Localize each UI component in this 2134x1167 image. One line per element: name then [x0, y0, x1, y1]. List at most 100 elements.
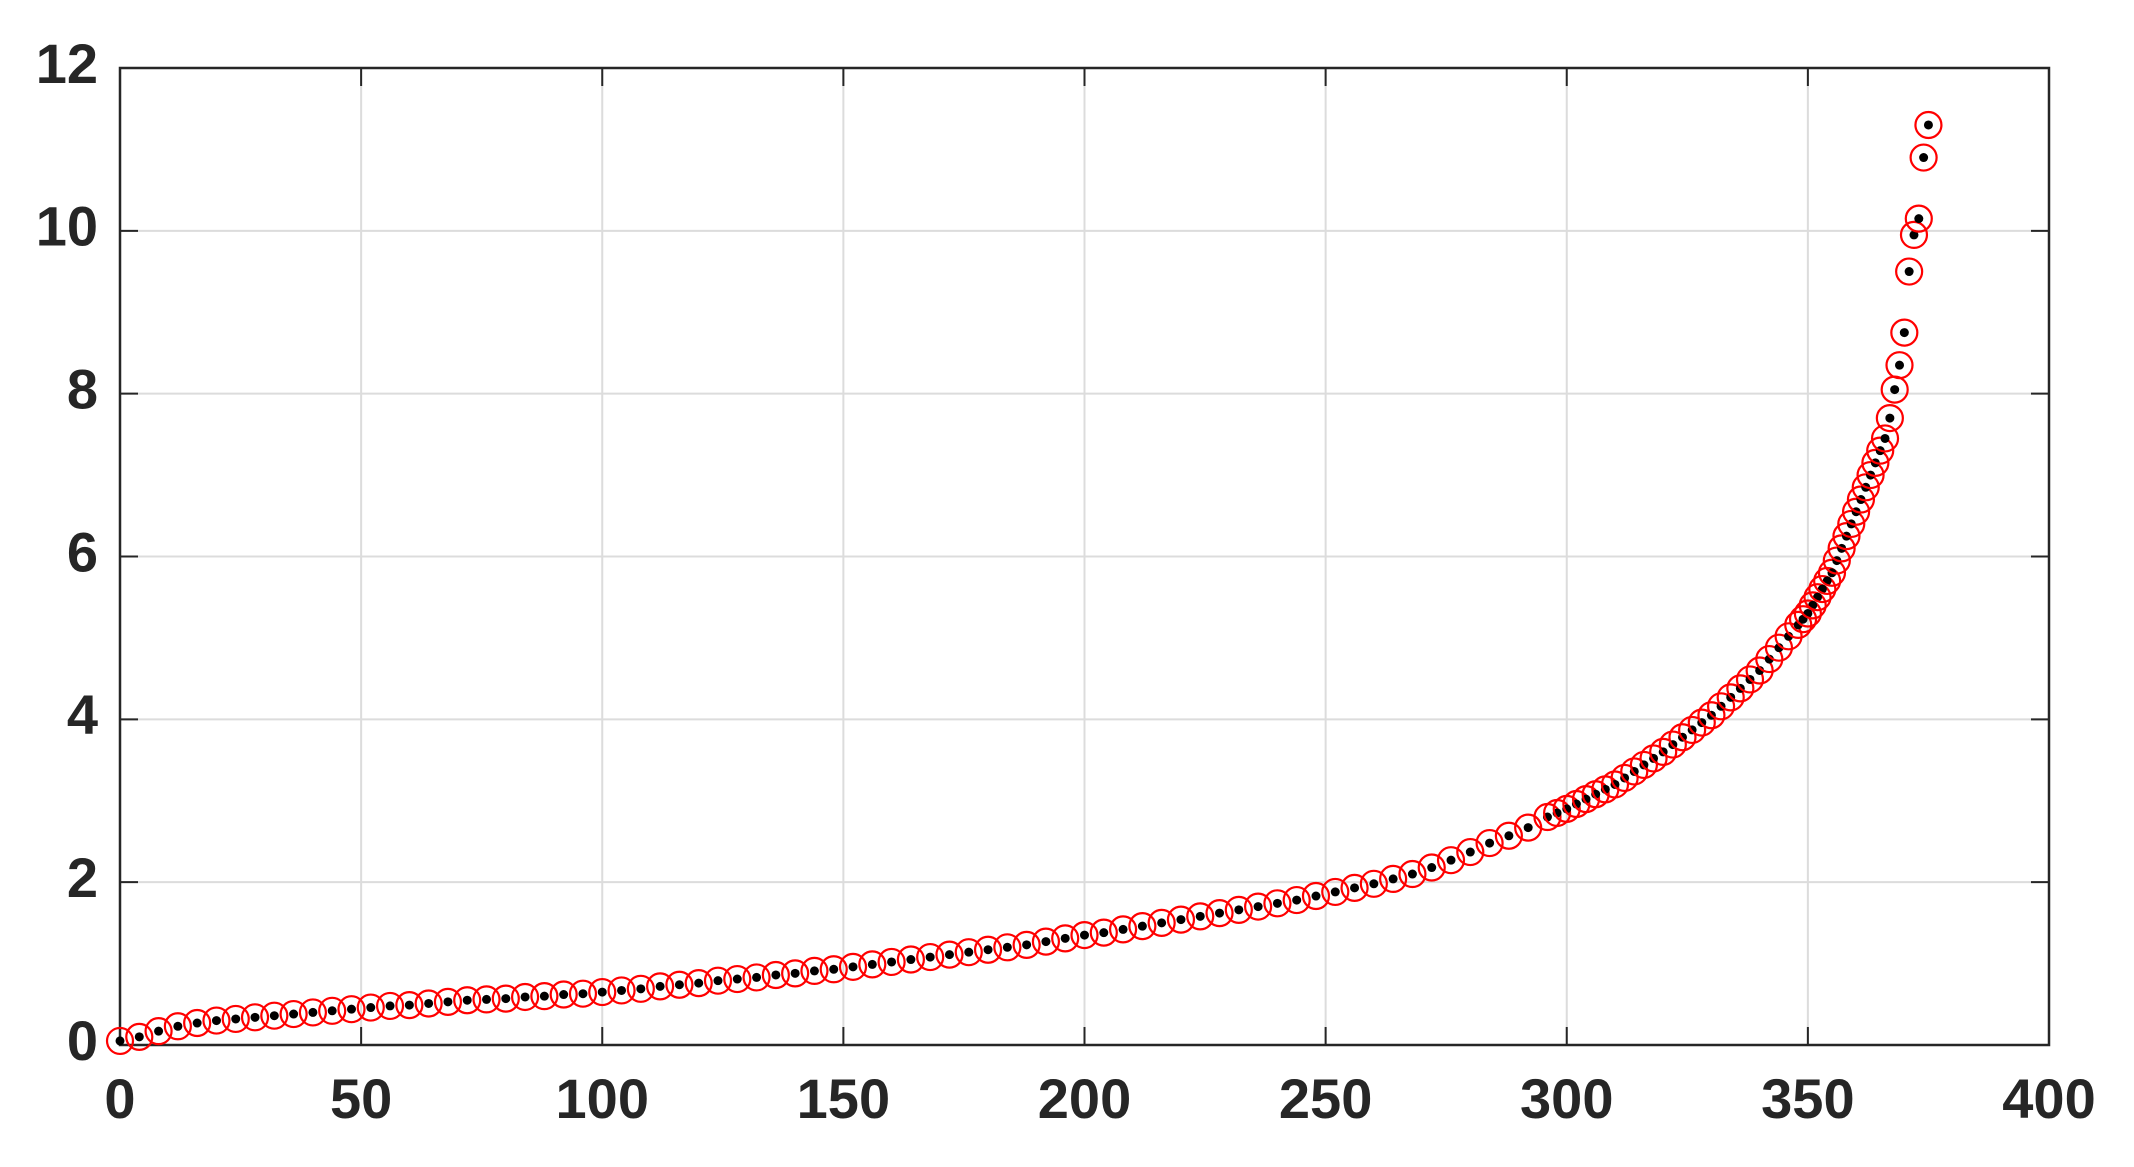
- marker-ring: [646, 972, 675, 1001]
- marker-dot: [925, 952, 935, 962]
- marker-ring: [375, 991, 405, 1021]
- y-tick-label: 0: [67, 1009, 98, 1072]
- marker-ring: [1875, 403, 1904, 433]
- marker-ring: [1147, 908, 1176, 937]
- x-tick-label: 50: [330, 1067, 392, 1130]
- marker-dot: [1002, 942, 1012, 952]
- x-tick-label: 300: [1520, 1067, 1613, 1130]
- marker-ring: [1866, 436, 1895, 465]
- marker-dot: [1523, 823, 1533, 833]
- marker-ring: [105, 1026, 135, 1056]
- marker-ring: [163, 1012, 192, 1041]
- marker-ring: [877, 947, 906, 977]
- marker-ring: [472, 985, 501, 1014]
- marker-dot: [1041, 937, 1051, 947]
- marker-dot: [1919, 153, 1929, 163]
- marker-ring: [607, 976, 636, 1005]
- marker-ring: [742, 963, 771, 992]
- marker-ring: [1832, 522, 1861, 551]
- marker-ring: [1755, 644, 1784, 674]
- marker-ring: [202, 1006, 231, 1035]
- marker-ring: [1890, 318, 1919, 347]
- marker-ring: [1456, 837, 1485, 867]
- marker-ring: [453, 986, 482, 1015]
- marker-ring: [433, 987, 463, 1016]
- marker-ring: [1340, 873, 1369, 902]
- marker-ring: [1899, 220, 1929, 250]
- marker-ring: [318, 996, 347, 1025]
- marker-ring: [1678, 715, 1707, 745]
- marker-ring: [1263, 889, 1292, 918]
- marker-dot: [1774, 643, 1784, 653]
- marker-ring: [1186, 902, 1215, 931]
- marker-dot: [1292, 895, 1302, 905]
- marker-dot: [424, 998, 434, 1008]
- marker-dot: [1215, 908, 1225, 918]
- marker-ring: [665, 970, 694, 999]
- marker-ring: [1851, 473, 1880, 502]
- marker-ring: [1205, 899, 1234, 928]
- marker-dot: [231, 1014, 241, 1024]
- marker-dot: [1880, 433, 1890, 443]
- marker-dot: [1080, 930, 1089, 940]
- x-tick-label: 250: [1279, 1067, 1372, 1130]
- marker-dot: [906, 955, 916, 965]
- marker-dot: [154, 1026, 164, 1036]
- marker-dot: [134, 1032, 144, 1042]
- marker-ring: [819, 955, 848, 984]
- marker-dot: [1485, 838, 1495, 848]
- marker-ring: [510, 982, 540, 1012]
- marker-ring: [1822, 546, 1851, 575]
- marker-ring: [1417, 853, 1446, 882]
- marker-ring: [337, 995, 366, 1024]
- marker-ring: [1359, 869, 1388, 898]
- marker-ring: [1620, 757, 1649, 786]
- marker-dot: [1504, 831, 1514, 841]
- x-tick-label: 0: [104, 1067, 135, 1130]
- marker-dot: [1914, 214, 1924, 224]
- marker-ring: [626, 974, 655, 1003]
- marker-dot: [501, 994, 511, 1004]
- marker-ring: [1697, 701, 1726, 730]
- marker-dot: [636, 984, 646, 994]
- marker-dot: [713, 976, 723, 986]
- marker-dot: [1427, 863, 1437, 873]
- marker-dot: [1060, 933, 1070, 943]
- marker-ring: [1610, 763, 1639, 793]
- marker-ring: [1282, 885, 1311, 915]
- marker-ring: [800, 956, 829, 986]
- marker-ring: [1793, 599, 1822, 628]
- marker-dot: [1369, 879, 1379, 889]
- marker-dot: [1330, 887, 1340, 897]
- marker-dot: [482, 994, 492, 1004]
- marker-ring: [1885, 351, 1914, 380]
- marker-ring: [530, 982, 559, 1011]
- marker-ring: [1726, 674, 1755, 703]
- marker-dot: [1465, 847, 1475, 857]
- marker-ring: [1600, 770, 1630, 799]
- marker-ring: [1687, 708, 1716, 737]
- marker-ring: [723, 964, 752, 994]
- marker-dot: [732, 974, 742, 984]
- marker-ring: [781, 959, 810, 988]
- marker-dot: [192, 1018, 202, 1028]
- marker-ring: [1837, 509, 1866, 539]
- marker-dot: [366, 1003, 376, 1013]
- marker-ring: [1475, 828, 1504, 858]
- marker-ring: [916, 942, 945, 972]
- marker-dot: [1890, 385, 1900, 395]
- y-tick-label: 4: [67, 683, 98, 746]
- marker-ring: [1735, 665, 1765, 694]
- marker-ring: [1224, 895, 1253, 924]
- marker-dot: [1118, 924, 1128, 934]
- marker-ring: [973, 935, 1003, 964]
- marker-ring: [414, 989, 443, 1018]
- marker-ring: [1895, 257, 1924, 286]
- x-tick-label: 350: [1761, 1067, 1854, 1130]
- marker-ring: [1070, 920, 1099, 950]
- marker-ring: [1764, 633, 1794, 662]
- marker-dot: [1923, 120, 1933, 130]
- marker-ring: [838, 952, 868, 981]
- marker-dot: [115, 1036, 125, 1046]
- marker-ring: [1649, 737, 1678, 767]
